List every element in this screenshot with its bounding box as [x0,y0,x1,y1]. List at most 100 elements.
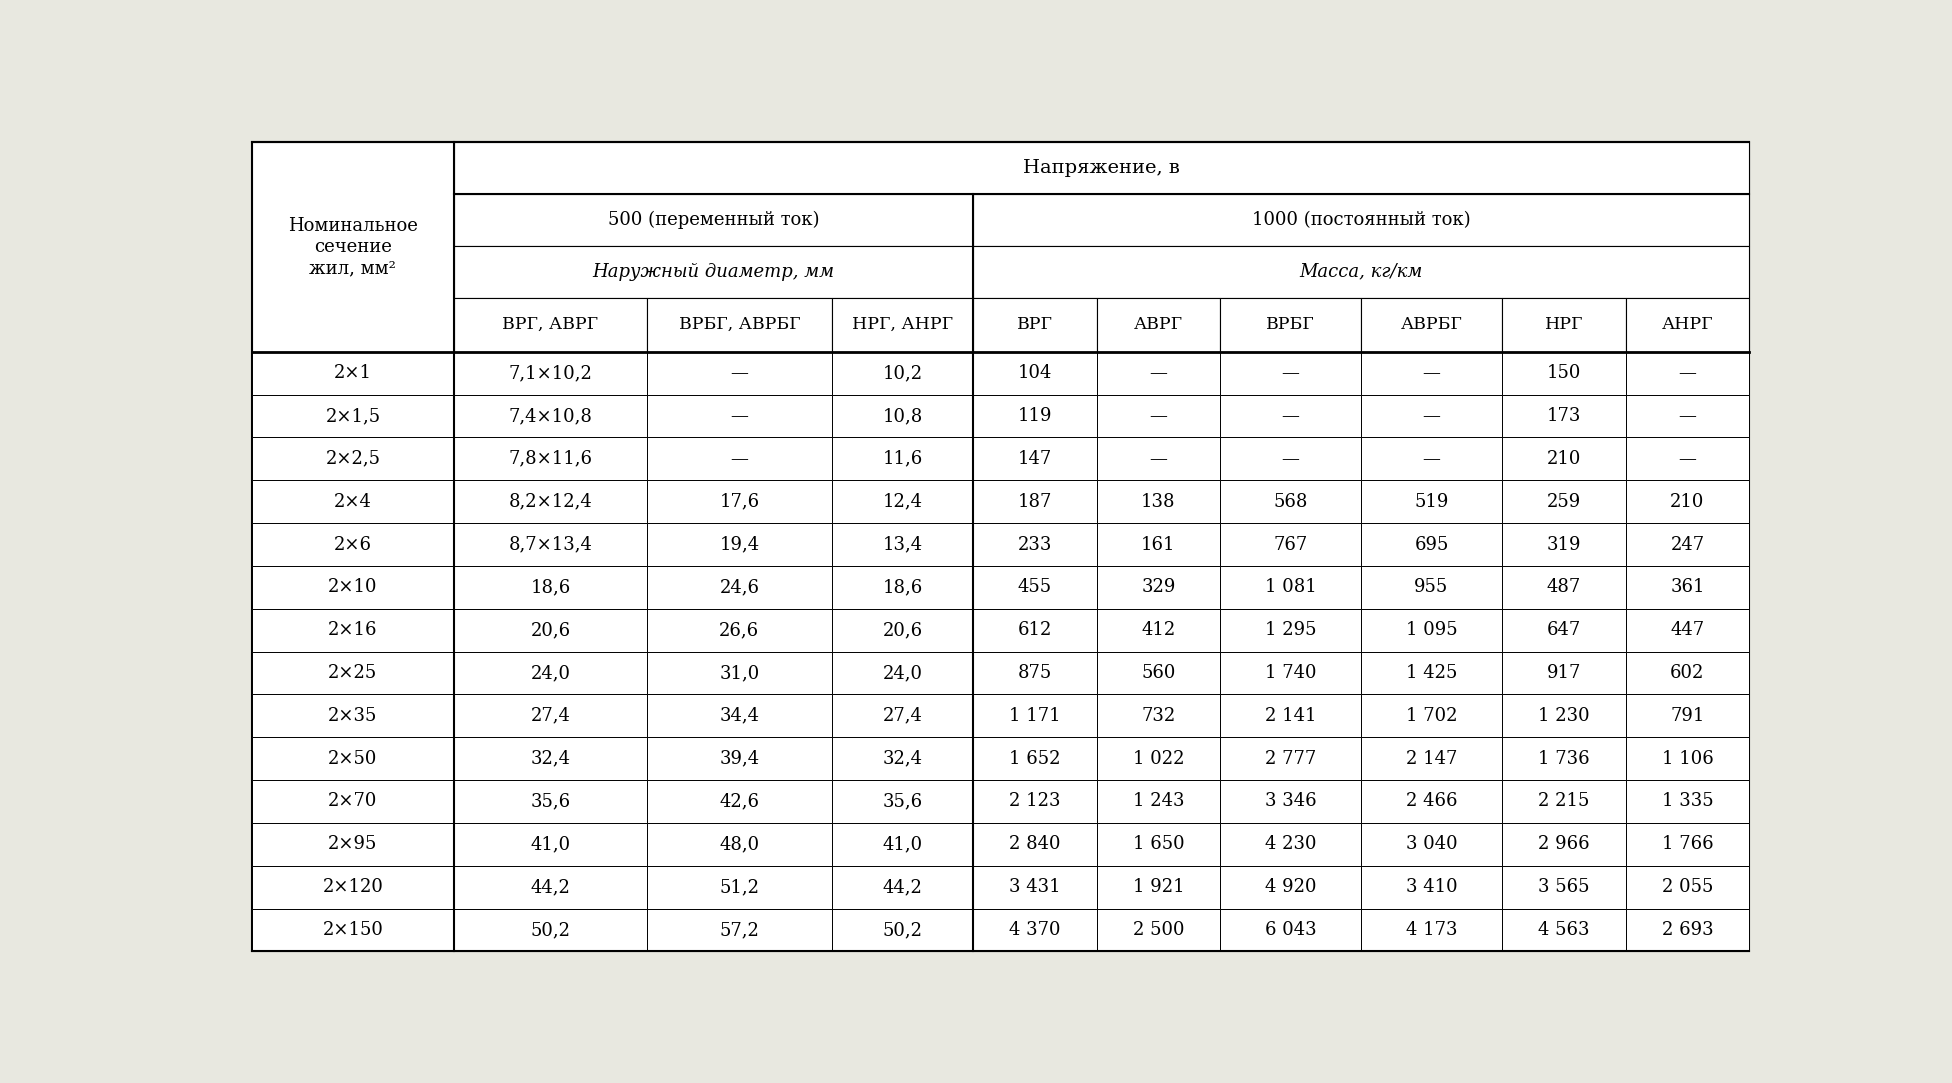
Bar [1361,480,1501,523]
Bar [1626,438,1749,480]
Text: 233: 233 [1017,535,1052,553]
Text: —: — [730,449,748,468]
Text: 11,6: 11,6 [882,449,923,468]
Bar [1361,780,1501,823]
Text: 2 147: 2 147 [1405,749,1458,768]
Text: 2 500: 2 500 [1132,921,1185,939]
Text: 3 431: 3 431 [1009,878,1060,896]
Text: 1 702: 1 702 [1405,707,1458,725]
Bar [1501,352,1626,394]
Bar [1501,865,1626,909]
Text: 210: 210 [1546,449,1581,468]
Bar [1220,694,1361,738]
Text: —: — [1423,407,1441,425]
Bar [832,694,972,738]
Text: 3 040: 3 040 [1405,835,1458,853]
Bar [972,480,1097,523]
Bar [1361,823,1501,865]
Text: 8,2×12,4: 8,2×12,4 [509,493,591,511]
Text: 2×16: 2×16 [328,622,377,639]
Bar [972,865,1097,909]
Text: 24,0: 24,0 [531,664,570,682]
Text: 2×95: 2×95 [328,835,377,853]
Bar [1626,523,1749,566]
Text: —: — [1282,364,1300,382]
Bar [972,352,1097,394]
Bar [1626,480,1749,523]
Bar [1626,352,1749,394]
Bar [1097,352,1220,394]
Text: 4 370: 4 370 [1009,921,1060,939]
Bar [1626,609,1749,652]
Text: 560: 560 [1142,664,1175,682]
Text: 955: 955 [1415,578,1448,597]
Text: 612: 612 [1017,622,1052,639]
Text: 2 966: 2 966 [1538,835,1589,853]
Bar [1626,780,1749,823]
Bar [252,694,455,738]
Bar [252,394,455,438]
Bar [646,823,832,865]
Text: 27,4: 27,4 [531,707,570,725]
Text: 1 022: 1 022 [1132,749,1185,768]
Text: АВРБГ: АВРБГ [1400,316,1462,334]
Bar [252,480,455,523]
Bar [1626,865,1749,909]
Text: 2×10: 2×10 [328,578,377,597]
Text: 732: 732 [1142,707,1175,725]
Text: ВРБГ, АВРБГ: ВРБГ, АВРБГ [679,316,800,334]
Text: 10,8: 10,8 [882,407,923,425]
Text: 1 095: 1 095 [1405,622,1458,639]
Bar [1501,566,1626,609]
Bar [455,566,646,609]
Text: 17,6: 17,6 [718,493,759,511]
Bar [252,738,455,780]
Text: 2×1: 2×1 [334,364,373,382]
Text: НРГ, АНРГ: НРГ, АНРГ [851,316,953,334]
Text: —: — [1150,407,1167,425]
Bar [1361,566,1501,609]
Bar [1220,352,1361,394]
Bar [1361,438,1501,480]
Text: —: — [1423,364,1441,382]
Text: 1 243: 1 243 [1132,793,1185,810]
Bar [832,738,972,780]
Bar [972,909,1097,951]
Bar [1097,823,1220,865]
Text: 247: 247 [1671,535,1704,553]
Bar [1361,652,1501,694]
Bar [1501,480,1626,523]
Bar [1097,480,1220,523]
Text: НРГ: НРГ [1544,316,1583,334]
Bar [832,609,972,652]
Bar [832,523,972,566]
Text: —: — [1679,407,1696,425]
Text: 39,4: 39,4 [718,749,759,768]
Bar [972,523,1097,566]
Text: 32,4: 32,4 [531,749,570,768]
Bar [1097,394,1220,438]
Bar [1361,694,1501,738]
Bar [1097,694,1220,738]
Bar [646,865,832,909]
Text: 32,4: 32,4 [882,749,923,768]
Bar [972,194,1749,246]
Bar [455,246,972,298]
Bar [1626,909,1749,951]
Text: 24,0: 24,0 [882,664,923,682]
Bar [1501,298,1626,352]
Bar [832,298,972,352]
Bar [1097,780,1220,823]
Bar [455,865,646,909]
Text: 34,4: 34,4 [720,707,759,725]
Text: —: — [1679,364,1696,382]
Bar [1220,738,1361,780]
Bar [252,523,455,566]
Bar [252,780,455,823]
Text: 6 043: 6 043 [1265,921,1316,939]
Text: 500 (переменный ток): 500 (переменный ток) [607,211,820,230]
Bar [455,694,646,738]
Text: 1 425: 1 425 [1405,664,1458,682]
Text: 2 215: 2 215 [1538,793,1589,810]
Bar [832,780,972,823]
